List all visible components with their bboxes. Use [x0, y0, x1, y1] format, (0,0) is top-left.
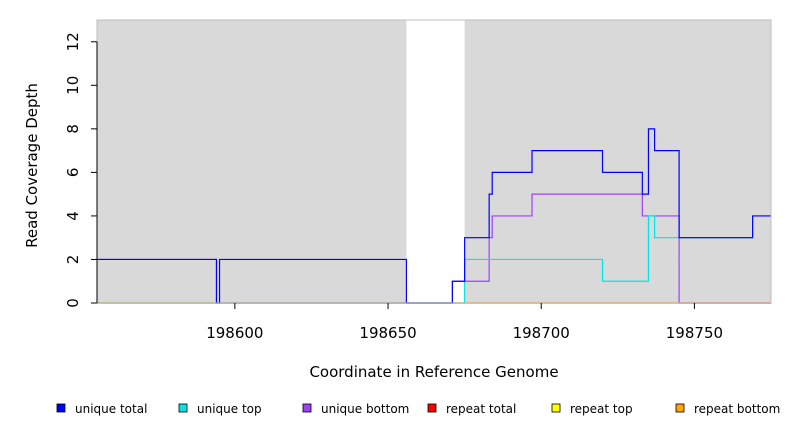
x-tick-label: 198650 — [359, 324, 416, 342]
legend-swatch-unique-bottom — [302, 403, 312, 413]
x-tick-label: 198750 — [666, 324, 723, 342]
plot-background — [97, 20, 771, 303]
legend-label-repeat-bottom: repeat bottom — [694, 402, 780, 416]
legend-label-unique-total: unique total — [75, 402, 147, 416]
shaded-region — [464, 20, 771, 303]
legend-label-repeat-total: repeat total — [446, 402, 516, 416]
y-axis-title: Read Coverage Depth — [23, 83, 41, 248]
y-tick-label: 8 — [64, 124, 82, 134]
x-tick-label: 198700 — [513, 324, 570, 342]
legend-label-repeat-top: repeat top — [570, 402, 633, 416]
x-tick-label: 198600 — [206, 324, 263, 342]
x-axis-title: Coordinate in Reference Genome — [309, 363, 558, 381]
legend-swatch-repeat-bottom — [675, 403, 685, 413]
y-tick-label: 12 — [64, 32, 82, 51]
y-tick-label: 4 — [64, 211, 82, 221]
y-tick-label: 10 — [64, 76, 82, 95]
y-tick-label: 6 — [64, 168, 82, 178]
y-tick-label: 0 — [64, 298, 82, 308]
legend-swatch-unique-top — [178, 403, 188, 413]
legend-swatch-unique-total — [56, 403, 66, 413]
x-axis: 198600 198650 198700 198750 — [206, 303, 723, 342]
y-axis: 0 2 4 6 8 10 12 — [64, 32, 98, 308]
series-line-unique-total — [97, 128, 771, 304]
legend-label-unique-top: unique top — [197, 402, 262, 416]
legend-swatch-repeat-total — [427, 403, 437, 413]
shaded-region — [97, 20, 407, 303]
y-tick-label: 2 — [64, 255, 82, 265]
legend-label-unique-bottom: unique bottom — [321, 402, 409, 416]
legend: unique total unique top unique bottom repea… — [56, 402, 780, 416]
legend-swatch-repeat-top — [551, 403, 561, 413]
